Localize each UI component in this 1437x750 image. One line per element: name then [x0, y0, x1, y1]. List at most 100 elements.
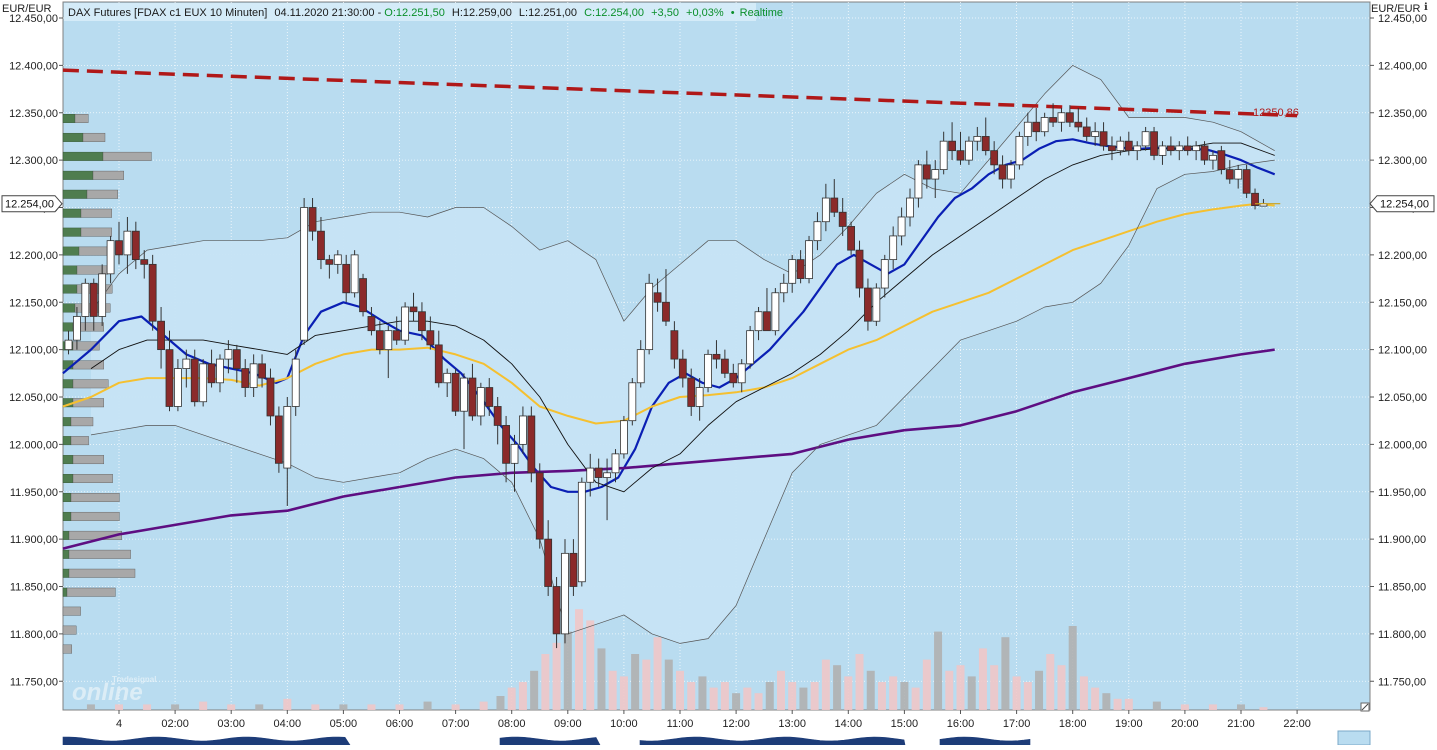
candle-bull: [1091, 131, 1100, 137]
volume-bar: [575, 609, 584, 710]
right-price-axis: 12.450,00 12.400,00 12.350,00 12.300,00 12.2…: [1370, 13, 1427, 688]
volume-bar: [934, 631, 943, 710]
volume-bar: [642, 659, 651, 710]
x-tick-label: 08:00: [498, 718, 526, 730]
volume-bar: [586, 620, 595, 710]
candle-bull: [519, 415, 527, 445]
candle-bull: [1175, 145, 1184, 152]
volume-bar: [676, 670, 684, 710]
profile-bar-grey: [70, 511, 120, 521]
volume-bar: [709, 687, 718, 710]
candle-bull: [771, 292, 780, 332]
candle-bear: [89, 282, 98, 317]
volume-bar: [619, 676, 628, 710]
candle-bear: [956, 150, 965, 161]
candle-bear: [653, 292, 662, 303]
logo-text: online: [72, 679, 143, 706]
band-upper-line: [90, 65, 1275, 322]
x-tick-label: 12:00: [722, 718, 750, 730]
sma-black-line: [90, 142, 1275, 493]
y-tick-label-right: 11.950,00: [1378, 487, 1426, 499]
candle-bear: [1065, 112, 1074, 123]
volume-bar: [86, 704, 95, 710]
profile-bar-grey: [80, 208, 112, 218]
candle-bull: [1023, 121, 1032, 137]
y-tick-label-left: 12.050,00: [9, 392, 58, 404]
candle-bull: [1007, 164, 1015, 180]
candle-bull: [1141, 131, 1150, 147]
logo-brand: Tradesignal: [112, 675, 156, 684]
candle-bear: [1251, 192, 1259, 207]
candle-bull: [199, 363, 208, 403]
volume-bar: [720, 682, 729, 710]
candle-bear: [1183, 145, 1192, 152]
candle-bear: [468, 377, 477, 417]
volume-bars: [86, 609, 1268, 710]
volume-bar: [1208, 704, 1217, 710]
realtime-dot-icon: •: [731, 7, 735, 19]
volume-bar: [967, 676, 976, 710]
volume-bar: [821, 659, 830, 710]
candle-bull: [333, 254, 342, 265]
candle-bear: [392, 330, 401, 341]
candle-bull: [123, 230, 132, 256]
candle-bear: [434, 344, 443, 384]
volume-bar: [1152, 701, 1161, 710]
profile-bar-green: [62, 189, 88, 199]
candle-bull: [880, 259, 889, 289]
candle-bear: [948, 140, 956, 152]
profile-bar-grey: [76, 265, 108, 275]
x-tick-label: 02:00: [161, 718, 189, 730]
y-tick-label-left: 11.900,00: [10, 534, 58, 546]
volume-bar: [855, 654, 864, 710]
volume-bar: [311, 704, 320, 710]
x-tick-label: 19:00: [1115, 718, 1143, 730]
candle-bear: [838, 211, 847, 227]
header-datetime: 04.11.2020 21:30:00: [274, 7, 374, 19]
candle-bear: [535, 472, 544, 540]
volume-bar: [283, 698, 292, 710]
candle-bear: [157, 320, 165, 351]
volume-bar: [423, 701, 432, 710]
current-price-right: 12.254,00: [1369, 195, 1435, 213]
profile-bar-green: [62, 511, 72, 521]
volume-bar: [765, 682, 774, 710]
volume-bar: [367, 704, 376, 710]
y-tick-label-right: 12.100,00: [1378, 345, 1427, 357]
profile-bar-grey: [62, 606, 81, 616]
candle-bear: [552, 586, 561, 635]
candle-bear: [190, 358, 199, 403]
candle-bear: [670, 330, 679, 360]
candle-bear: [830, 197, 839, 213]
candle-bull: [821, 197, 830, 223]
candle-bear: [1124, 140, 1133, 152]
candle-bear: [1200, 145, 1209, 161]
profile-bar-green: [62, 549, 70, 559]
volume-bar: [1001, 637, 1010, 710]
y-tick-label-left: 12.400,00: [9, 60, 58, 72]
candle-bull: [106, 240, 115, 275]
profile-bar-green: [62, 530, 70, 540]
candle-bear: [712, 353, 721, 360]
tradesignal-logo: Tradesignal online: [72, 675, 156, 706]
candle-bull: [224, 349, 233, 360]
resize-handle-icon[interactable]: [1360, 702, 1370, 712]
candle-bear: [594, 467, 603, 478]
volume-bar: [911, 687, 920, 710]
corner-menu-icon[interactable]: ℹ: [1424, 2, 1428, 13]
volume-bar: [255, 704, 264, 710]
candle-bull: [476, 387, 485, 417]
profile-bar-grey: [72, 455, 104, 465]
candle-bear: [847, 226, 856, 251]
volume-bar: [877, 682, 886, 710]
volume-bar: [956, 665, 965, 710]
volume-bar: [1113, 698, 1122, 710]
candle-bull: [300, 207, 309, 341]
overview-strip[interactable]: [62, 730, 1371, 746]
candle-bull: [737, 363, 746, 384]
volume-bar: [698, 676, 707, 710]
candle-bear: [502, 425, 510, 464]
y-tick-label-right: 12.300,00: [1378, 155, 1427, 167]
candle-bear: [729, 372, 738, 384]
